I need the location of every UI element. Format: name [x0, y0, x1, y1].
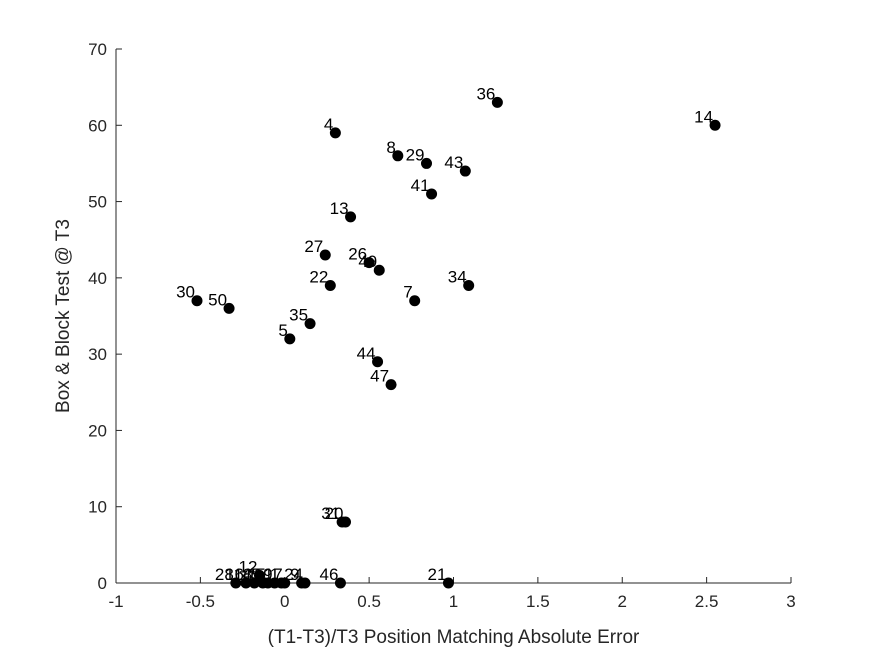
data-point: [373, 264, 385, 276]
data-points: [191, 96, 721, 589]
data-point-label: 18: [233, 565, 252, 584]
data-point: [421, 157, 432, 169]
data-point: [319, 249, 331, 261]
data-point-label: 24: [284, 565, 303, 584]
data-point-label: 46: [320, 565, 339, 584]
data-point-label: 44: [357, 344, 376, 363]
data-point: [223, 302, 235, 314]
data-point: [324, 279, 336, 291]
y-tick-label: 30: [88, 345, 107, 364]
y-tick-label: 60: [88, 116, 107, 135]
data-point: [191, 295, 203, 307]
data-point: [392, 150, 404, 162]
data-point: [463, 279, 475, 291]
data-point-label: 17: [264, 565, 283, 584]
x-tick-label: 3: [786, 592, 795, 611]
data-point: [363, 257, 375, 269]
data-point-label: 21: [428, 565, 447, 584]
data-point-label: 16: [225, 565, 244, 584]
data-point: [299, 577, 311, 589]
data-point-label: 45: [242, 565, 261, 584]
data-point-label: 27: [304, 237, 323, 256]
data-point: [426, 188, 438, 200]
data-point-label: 41: [411, 176, 430, 195]
data-point: [345, 211, 357, 223]
x-tick-label: -0.5: [186, 592, 215, 611]
x-tick-label: 1.5: [526, 592, 550, 611]
x-tick-label: 0: [280, 592, 289, 611]
y-tick-label: 0: [98, 574, 107, 593]
data-point-label: 13: [330, 199, 349, 218]
data-point-label: 43: [444, 153, 463, 172]
data-point-label: 20: [325, 504, 344, 523]
data-point: [709, 119, 721, 131]
data-point-label: 22: [309, 267, 328, 286]
data-point: [240, 577, 252, 589]
y-axis-ticks: 0 10 20 30 40 50 60 70: [88, 40, 122, 593]
x-axis-ticks: -1 -0.5 0 0.5 1 1.5 2 2.5 3: [108, 577, 796, 611]
data-point-label: 8: [386, 138, 395, 157]
x-tick-label: 2.5: [695, 592, 719, 611]
data-point: [329, 127, 341, 139]
y-axis-label: Box & Block Test @ T3: [53, 219, 74, 413]
axes: [115, 49, 791, 584]
data-point-label: 26: [348, 245, 367, 264]
data-point-label: 7: [403, 283, 412, 302]
data-point-label: 1: [270, 565, 279, 584]
data-point: [491, 96, 503, 108]
data-point-label: 31: [321, 504, 340, 523]
y-tick-label: 50: [88, 193, 107, 212]
y-tick-label: 10: [88, 498, 107, 517]
data-point: [334, 577, 346, 589]
data-point: [279, 577, 291, 589]
data-point-label: 9: [290, 565, 299, 584]
data-point-label: 50: [208, 290, 227, 309]
x-axis-label: (T1-T3)/T3 Position Matching Absolute Er…: [268, 627, 640, 648]
data-point-label: 14: [694, 107, 713, 126]
data-point: [442, 577, 454, 589]
data-point: [230, 577, 242, 589]
data-point-label: 36: [476, 84, 495, 103]
data-point-label: 29: [406, 145, 425, 164]
data-point-label: 47: [370, 367, 389, 386]
data-point-label: 35: [289, 306, 308, 325]
data-point-label: 49: [358, 252, 377, 271]
x-tick-label: 1: [449, 592, 458, 611]
data-point-label: 5: [278, 321, 287, 340]
data-point-label: 12: [239, 557, 258, 576]
data-point: [304, 318, 316, 330]
x-tick-label: 0.5: [357, 592, 381, 611]
data-point-label: 19: [254, 565, 273, 584]
data-point-label: 28: [215, 565, 234, 584]
y-tick-label: 70: [88, 40, 107, 59]
data-point: [284, 333, 296, 345]
data-point-label: 15: [247, 565, 266, 584]
data-point: [459, 165, 471, 177]
y-tick-label: 40: [88, 269, 107, 288]
data-point-label: 34: [448, 267, 467, 286]
data-point: [385, 379, 397, 391]
x-tick-label: -1: [108, 592, 123, 611]
data-point: [372, 356, 384, 368]
x-tick-label: 2: [618, 592, 627, 611]
data-point-label: 4: [324, 115, 333, 134]
data-point: [248, 577, 260, 589]
data-point-label: 30: [176, 283, 195, 302]
y-tick-label: 20: [88, 421, 107, 440]
data-point: [409, 295, 421, 307]
data-point: [340, 516, 351, 528]
